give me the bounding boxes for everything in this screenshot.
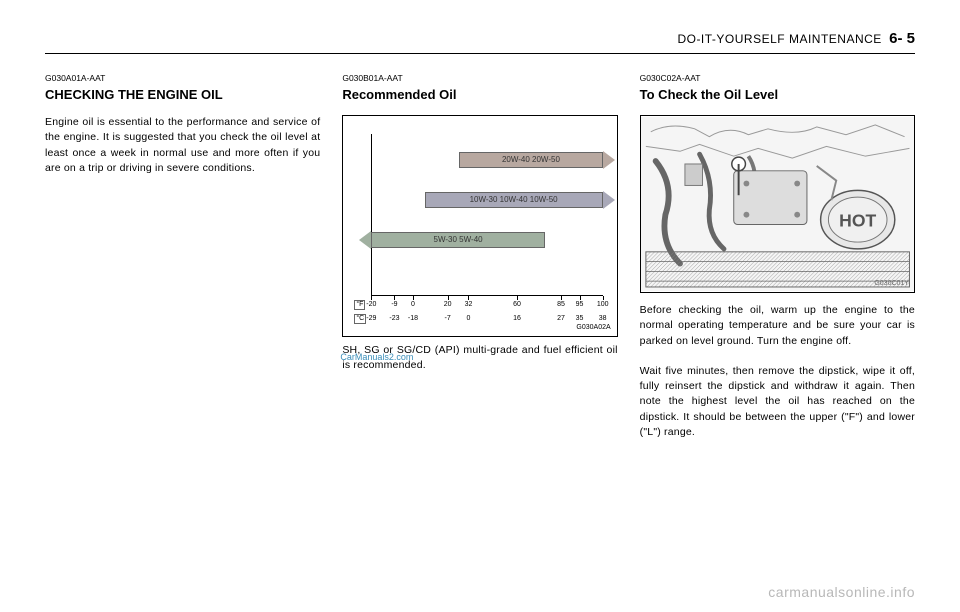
viscosity-bar: 5W-30 5W-40	[371, 232, 544, 248]
col3-title: To Check the Oil Level	[640, 86, 915, 105]
col2-code: G030B01A-AAT	[342, 72, 617, 84]
axis-tick-label: 16	[513, 314, 521, 324]
col3-code: G030C02A-AAT	[640, 72, 915, 84]
axis-tick-label: 100	[597, 300, 609, 310]
col3-body2: Wait five minutes, then remove the dipst…	[640, 364, 915, 440]
axis-tick-label: -18	[408, 314, 418, 324]
axis-tick-label: 0	[411, 300, 415, 310]
engine-code: G030C01Y	[874, 279, 909, 289]
axis-tick-label: 38	[599, 314, 607, 324]
engine-illustration: HOT G030C01Y	[640, 115, 915, 293]
column-2: G030B01A-AAT Recommended Oil 20W-40 20W-…	[342, 72, 617, 440]
viscosity-bar: 10W-30 10W-40 10W-50	[425, 192, 603, 208]
axis-tick-label: -29	[366, 314, 376, 324]
axis-tick-label: -7	[445, 314, 451, 324]
unit-c: °C	[354, 314, 366, 324]
page-header: DO-IT-YOURSELF MAINTENANCE 6- 5	[45, 30, 915, 47]
engine-svg: HOT	[641, 116, 914, 292]
axis-tick-label: 20	[444, 300, 452, 310]
axis-tick-label: 60	[513, 300, 521, 310]
axis-tick-label: 95	[576, 300, 584, 310]
axis-tick-label: 85	[557, 300, 565, 310]
axis-tick-label: -23	[389, 314, 399, 324]
col2-title: Recommended Oil	[342, 86, 617, 105]
col1-title: CHECKING THE ENGINE OIL	[45, 86, 320, 105]
section-title: DO-IT-YOURSELF MAINTENANCE	[677, 32, 881, 46]
col3-body1: Before checking the oil, warm up the eng…	[640, 303, 915, 349]
axis-tick-label: -9	[391, 300, 397, 310]
col1-body: Engine oil is essential to the performan…	[45, 115, 320, 176]
axis-tick-label: 0	[467, 314, 471, 324]
col1-code: G030A01A-AAT	[45, 72, 320, 84]
viscosity-bar: 20W-40 20W-50	[459, 152, 602, 168]
chart-code: G030A02A	[576, 323, 610, 333]
svg-text:HOT: HOT	[839, 211, 876, 231]
watermark-blue: CarManuals2.com	[340, 351, 413, 364]
content-columns: G030A01A-AAT CHECKING THE ENGINE OIL Eng…	[45, 72, 915, 440]
unit-f: °F	[354, 300, 365, 310]
axis-tick-label: -20	[366, 300, 376, 310]
column-3: G030C02A-AAT To Check the Oil Level	[640, 72, 915, 440]
axis-tick-label: 32	[465, 300, 473, 310]
oil-viscosity-chart: 20W-40 20W-50 10W-30 10W-40 10W-50 5W-30 5…	[342, 115, 617, 337]
column-1: G030A01A-AAT CHECKING THE ENGINE OIL Eng…	[45, 72, 320, 440]
footer-watermark: carmanualsonline.info	[768, 584, 915, 600]
axis-tick-label: 35	[576, 314, 584, 324]
header-divider	[45, 53, 915, 54]
page-number: 6- 5	[889, 30, 915, 47]
axis-tick-label: 27	[557, 314, 565, 324]
